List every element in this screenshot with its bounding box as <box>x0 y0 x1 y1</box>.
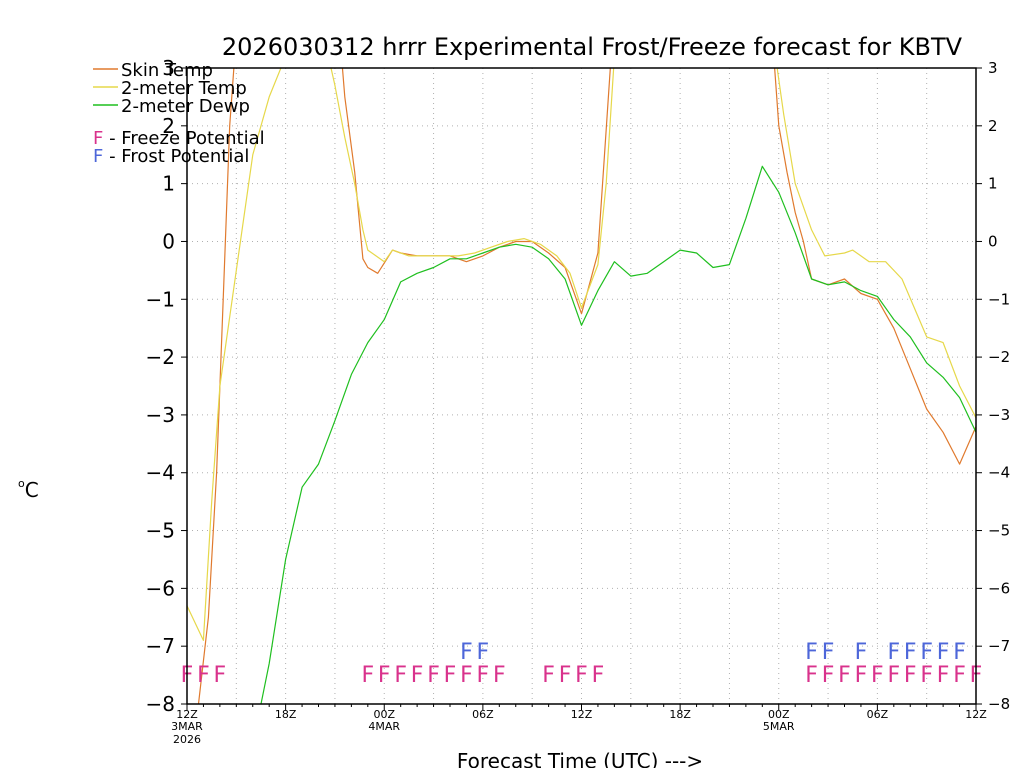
x-axis-label: Forecast Time (UTC) ---> <box>457 749 703 768</box>
y-tick-label-left: 0 <box>162 229 175 253</box>
frost-potential-mark: F <box>460 640 473 665</box>
freeze-potential-mark: F <box>411 663 424 688</box>
freeze-potential-mark: F <box>197 663 210 688</box>
degree-symbol: o <box>18 477 25 490</box>
y-axis-label: oC <box>18 477 39 502</box>
y-tick-label-right: −1 <box>988 290 1010 308</box>
freeze-potential-mark: F <box>822 663 835 688</box>
freeze-potential-mark: F <box>838 663 851 688</box>
y-axis-ticks: −8 −8 −7 −7 −6 −6 −5 −5 −4 −4 −3 −3 −2 −2 −1 −1 0 0 1 1 2 2 3 3 <box>146 56 1011 716</box>
frost-potential-mark: F <box>855 640 868 665</box>
potential-legend-entry: F - Frost Potential <box>93 146 249 167</box>
frost-potential-mark: F <box>904 640 917 665</box>
y-tick-label-left: 1 <box>162 172 175 196</box>
x-tick-label: 12Z <box>965 708 987 721</box>
x-tick-label: 06Z <box>472 708 494 721</box>
series-line-2-meter-dewp <box>260 165 976 704</box>
potential-legend-letter: F <box>93 128 103 149</box>
chart-title: 2026030312 hrrr Experimental Frost/Freez… <box>222 33 963 61</box>
freeze-potential-mark: F <box>920 663 933 688</box>
grid-lines <box>187 68 976 704</box>
freeze-potential-mark: F <box>887 663 900 688</box>
y-tick-label-left: −6 <box>146 576 175 600</box>
freeze-potential-mark: F <box>444 663 457 688</box>
frost-potential-mark: F <box>920 640 933 665</box>
y-tick-label-right: 2 <box>988 117 998 135</box>
freeze-potential-mark: F <box>361 663 374 688</box>
potential-legend-entry: F - Freeze Potential <box>93 128 265 149</box>
freeze-potential-mark: F <box>937 663 950 688</box>
freeze-potential-mark: F <box>378 663 391 688</box>
freeze-potential-mark: F <box>855 663 868 688</box>
freeze-potential-mark: F <box>871 663 884 688</box>
x-tick-year: 2026 <box>173 733 201 746</box>
series-line-skin-temp <box>197 68 976 704</box>
freeze-potential-mark: F <box>592 663 605 688</box>
legend-label: 2-meter Dewp <box>121 96 250 117</box>
y-tick-label-right: 0 <box>988 232 998 250</box>
y-tick-label-left: −4 <box>146 461 175 485</box>
y-tick-label-left: 2 <box>162 114 175 138</box>
x-tick-label: 06Z <box>867 708 889 721</box>
frost-potential-mark: F <box>805 640 818 665</box>
freeze-potential-mark: F <box>394 663 407 688</box>
potential-legend-label: - Frost Potential <box>103 146 249 167</box>
y-tick-label-left: 3 <box>162 56 175 80</box>
x-tick-label: 00Z <box>373 708 395 721</box>
y-tick-label-right: −2 <box>988 348 1010 366</box>
y-tick-label-left: −1 <box>146 287 175 311</box>
x-tick-label: 18Z <box>669 708 691 721</box>
frost-freeze-marks: F F F F F F F F F F F F F F F F F F F F F F F F F F FF F F F F F F F F F <box>181 640 983 688</box>
y-tick-label-right: −4 <box>988 464 1010 482</box>
frost-potential-mark: F <box>937 640 950 665</box>
freeze-potential-mark: F <box>953 663 966 688</box>
y-axis-unit: C <box>25 478 39 502</box>
y-tick-label-right: −8 <box>988 695 1010 713</box>
y-tick-label-left: −8 <box>146 692 175 716</box>
y-tick-label-right: −5 <box>988 522 1010 540</box>
freeze-potential-mark: F <box>214 663 227 688</box>
x-tick-label: 00Z <box>768 708 790 721</box>
y-tick-label-left: −5 <box>146 519 175 543</box>
series-lines <box>187 68 976 704</box>
y-tick-label-right: 1 <box>988 175 998 193</box>
freeze-potential-mark: F <box>542 663 555 688</box>
freeze-potential-mark: F <box>904 663 917 688</box>
y-tick-label-right: −7 <box>988 637 1010 655</box>
y-tick-label-right: −6 <box>988 579 1010 597</box>
freeze-potential-mark: F <box>559 663 572 688</box>
legend-label: 2-meter Temp <box>121 78 247 99</box>
freeze-potential-mark: F <box>493 663 506 688</box>
frost-potential-mark: F <box>477 640 490 665</box>
y-tick-label-left: −2 <box>146 345 175 369</box>
y-tick-label-left: −7 <box>146 634 175 658</box>
y-tick-label-right: 3 <box>988 59 998 77</box>
freeze-potential-mark: F <box>460 663 473 688</box>
series-line-2-meter-temp <box>187 68 976 642</box>
y-tick-label-right: −3 <box>988 406 1010 424</box>
frost-potential-mark: F <box>822 640 835 665</box>
plot-frame <box>186 67 977 705</box>
potential-legend-letter: F <box>93 146 103 167</box>
legend-label: Skin Temp <box>121 60 213 81</box>
freeze-potential-mark: F <box>575 663 588 688</box>
x-tick-date: 4MAR <box>368 720 400 733</box>
x-tick-date: 3MAR <box>171 720 203 733</box>
x-tick-label: 12Z <box>176 708 198 721</box>
freeze-potential-mark: F <box>427 663 440 688</box>
frost-potential-mark: F <box>887 640 900 665</box>
freeze-potential-mark: F <box>477 663 490 688</box>
y-tick-label-left: −3 <box>146 403 175 427</box>
x-tick-label: 12Z <box>571 708 593 721</box>
potential-legend-label: - Freeze Potential <box>103 128 264 149</box>
freeze-potential-mark: F <box>805 663 818 688</box>
frost-potential-mark: F <box>953 640 966 665</box>
x-tick-label: 18Z <box>275 708 297 721</box>
x-tick-date: 5MAR <box>763 720 795 733</box>
